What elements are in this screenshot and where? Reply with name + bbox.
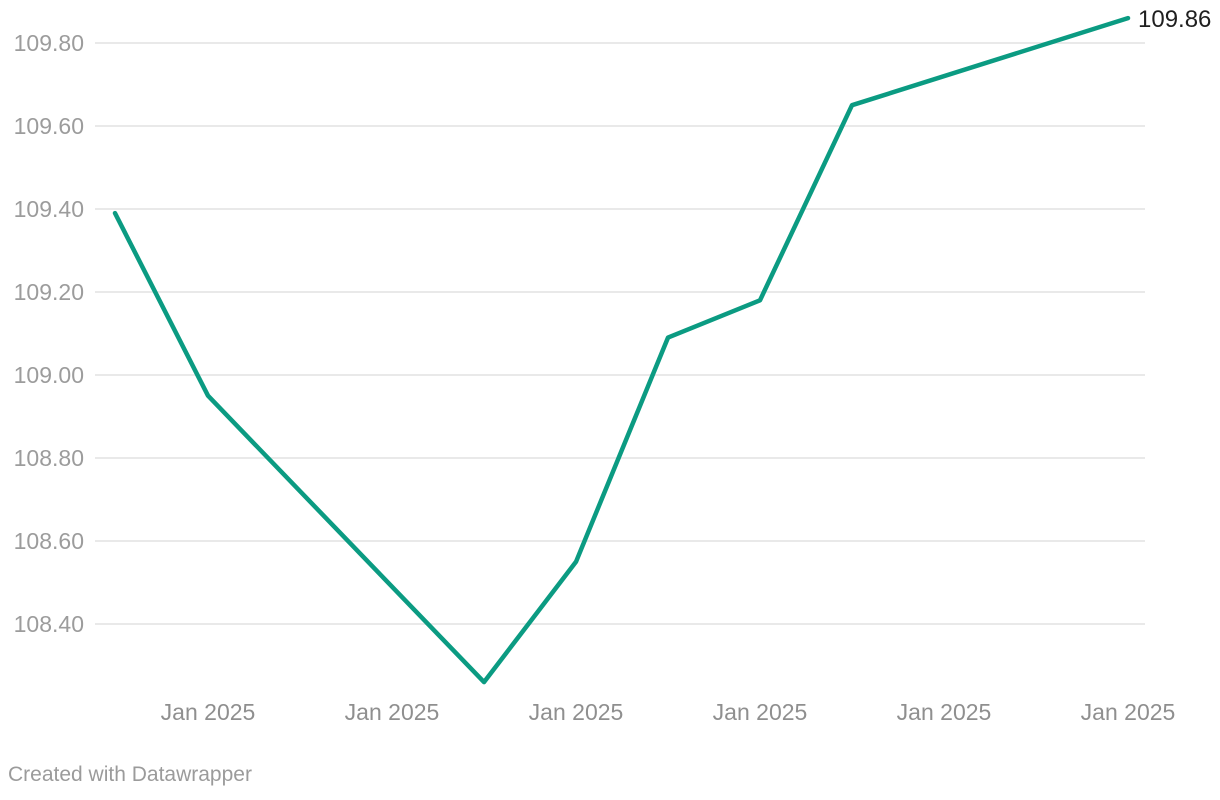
x-axis-tick-label: Jan 2025 xyxy=(528,699,624,725)
x-axis-tick-label: Jan 2025 xyxy=(896,699,992,725)
datawrapper-credit: Created with Datawrapper xyxy=(8,763,252,786)
y-axis-tick-label: 109.00 xyxy=(13,362,84,388)
y-axis-tick-label: 109.60 xyxy=(13,113,84,139)
data-line xyxy=(112,15,1131,685)
x-axis-tick-label: Jan 2025 xyxy=(712,699,808,725)
x-axis-tick-label: Jan 2025 xyxy=(1080,699,1176,725)
y-axis-tick-label: 109.80 xyxy=(13,30,84,56)
y-axis-tick-label: 109.20 xyxy=(13,279,84,305)
y-axis-tick-label: 108.60 xyxy=(13,528,84,554)
y-axis-tick-label: 109.40 xyxy=(13,196,84,222)
y-axis-tick-label: 108.80 xyxy=(13,445,84,471)
x-axis-tick-label: Jan 2025 xyxy=(160,699,256,725)
end-value-label: 109.86 xyxy=(1138,6,1212,34)
y-axis-tick-label: 108.40 xyxy=(13,611,84,637)
x-axis-tick-label: Jan 2025 xyxy=(344,699,440,725)
